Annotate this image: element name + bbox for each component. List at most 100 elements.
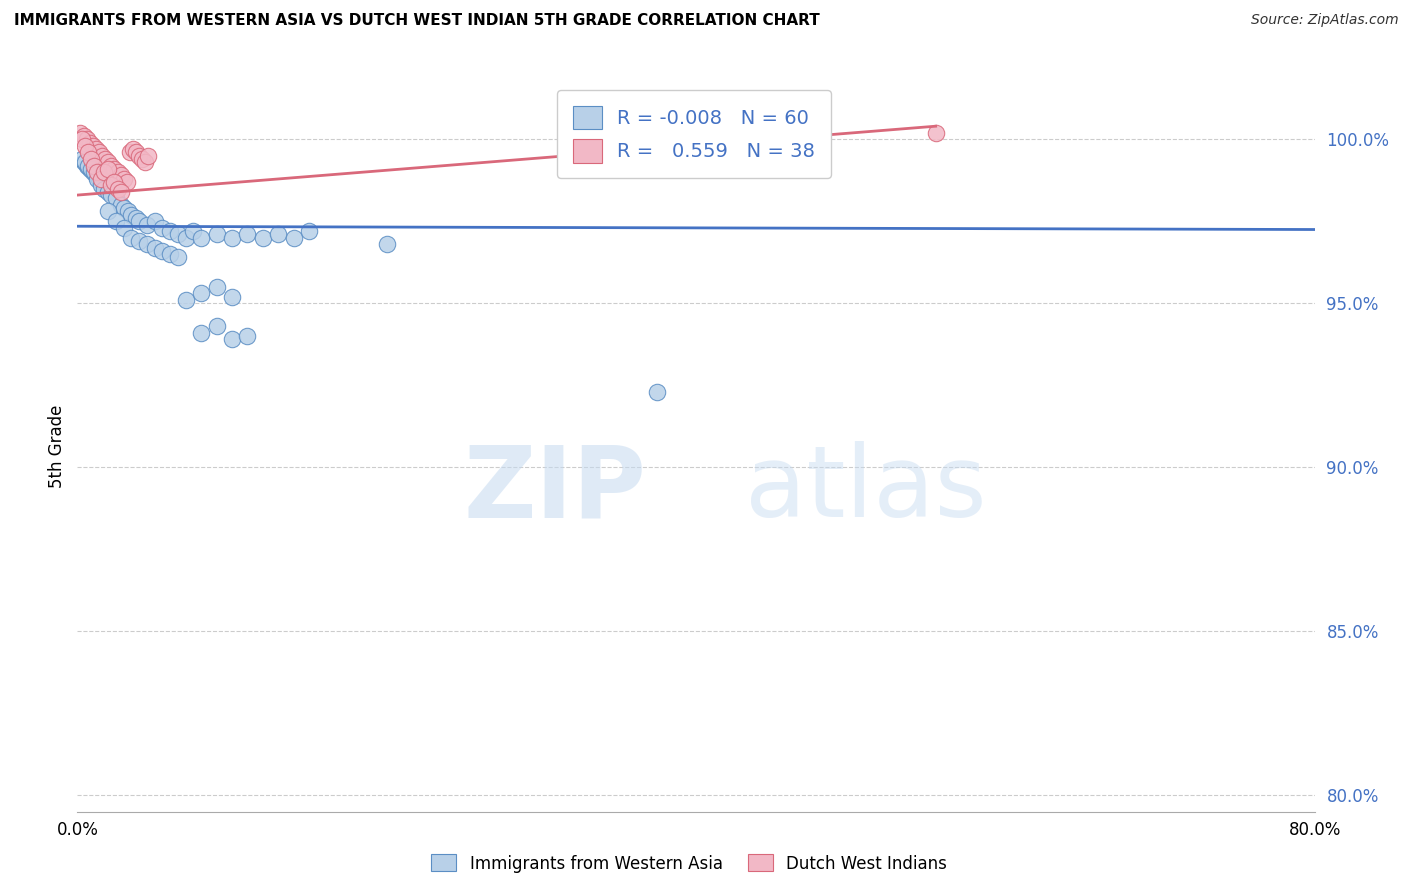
Point xyxy=(76,132,98,146)
Point xyxy=(117,204,139,219)
Text: Source: ZipAtlas.com: Source: ZipAtlas.com xyxy=(1251,13,1399,28)
Point xyxy=(79,161,101,176)
Point xyxy=(112,171,135,186)
Point xyxy=(205,280,228,294)
Point xyxy=(221,332,243,346)
Point xyxy=(75,139,96,153)
Point xyxy=(70,152,93,166)
Point xyxy=(134,155,156,169)
Text: atlas: atlas xyxy=(745,442,987,539)
Point xyxy=(112,220,135,235)
Point xyxy=(93,181,115,195)
Point xyxy=(125,211,148,225)
Point xyxy=(221,231,243,245)
Point xyxy=(83,159,105,173)
Point xyxy=(221,290,243,304)
Text: IMMIGRANTS FROM WESTERN ASIA VS DUTCH WEST INDIAN 5TH GRADE CORRELATION CHART: IMMIGRANTS FROM WESTERN ASIA VS DUTCH WE… xyxy=(14,13,820,29)
Point xyxy=(167,251,190,265)
Point xyxy=(84,169,107,183)
Text: ZIP: ZIP xyxy=(464,442,647,539)
Legend: R = -0.008   N = 60, R =   0.559   N = 38: R = -0.008 N = 60, R = 0.559 N = 38 xyxy=(557,90,831,178)
Point xyxy=(190,286,212,301)
Point xyxy=(267,227,290,242)
Point xyxy=(122,142,145,156)
Point xyxy=(110,185,132,199)
Point xyxy=(110,169,132,183)
Point xyxy=(107,181,129,195)
Point xyxy=(70,132,93,146)
Point xyxy=(236,227,259,242)
Point xyxy=(174,293,197,307)
Point xyxy=(121,231,143,245)
Point xyxy=(97,185,120,199)
Point xyxy=(128,149,150,163)
Point xyxy=(80,152,103,166)
Point xyxy=(94,178,117,193)
Point xyxy=(128,214,150,228)
Point xyxy=(72,129,94,144)
Point xyxy=(190,231,212,245)
Point xyxy=(131,152,153,166)
Point xyxy=(152,220,174,235)
Point xyxy=(375,237,398,252)
Point xyxy=(69,126,91,140)
Legend: Immigrants from Western Asia, Dutch West Indians: Immigrants from Western Asia, Dutch West… xyxy=(425,847,953,880)
Point xyxy=(91,175,114,189)
Point xyxy=(94,152,117,166)
Point xyxy=(97,161,120,176)
Point xyxy=(125,145,148,160)
Point xyxy=(82,165,104,179)
Point xyxy=(167,227,190,242)
Point xyxy=(103,161,125,176)
Point xyxy=(183,224,205,238)
Point xyxy=(174,231,197,245)
Point xyxy=(112,201,135,215)
Point xyxy=(105,214,127,228)
Point xyxy=(121,208,143,222)
Point xyxy=(93,165,115,179)
Point xyxy=(143,241,166,255)
Point xyxy=(143,214,166,228)
Point xyxy=(115,175,138,189)
Point xyxy=(87,171,110,186)
Point xyxy=(159,247,181,261)
Point xyxy=(190,326,212,340)
Point xyxy=(86,165,108,179)
Point xyxy=(159,224,181,238)
Point xyxy=(298,224,321,238)
Point xyxy=(925,126,948,140)
Point xyxy=(90,171,111,186)
Point xyxy=(79,136,101,150)
Point xyxy=(100,188,122,202)
Point xyxy=(90,178,111,193)
Point xyxy=(100,159,122,173)
Point xyxy=(103,175,125,189)
Point xyxy=(82,139,104,153)
Point xyxy=(97,155,120,169)
Point xyxy=(152,244,174,258)
Point xyxy=(118,145,141,160)
Point xyxy=(136,218,159,232)
Point xyxy=(252,231,274,245)
Point xyxy=(75,155,96,169)
Point xyxy=(77,159,100,173)
Point xyxy=(84,142,107,156)
Point xyxy=(76,159,98,173)
Point xyxy=(205,319,228,334)
Point xyxy=(87,145,110,160)
Point xyxy=(97,204,120,219)
Point xyxy=(80,161,103,176)
Point xyxy=(136,237,159,252)
Point xyxy=(77,145,100,160)
Point xyxy=(86,171,108,186)
Point xyxy=(91,149,114,163)
Y-axis label: 5th Grade: 5th Grade xyxy=(48,404,66,488)
Point xyxy=(83,165,105,179)
Point xyxy=(236,329,259,343)
Point xyxy=(128,234,150,248)
Point xyxy=(110,198,132,212)
Point xyxy=(138,149,160,163)
Point xyxy=(105,191,127,205)
Point xyxy=(638,129,661,144)
Point xyxy=(283,231,305,245)
